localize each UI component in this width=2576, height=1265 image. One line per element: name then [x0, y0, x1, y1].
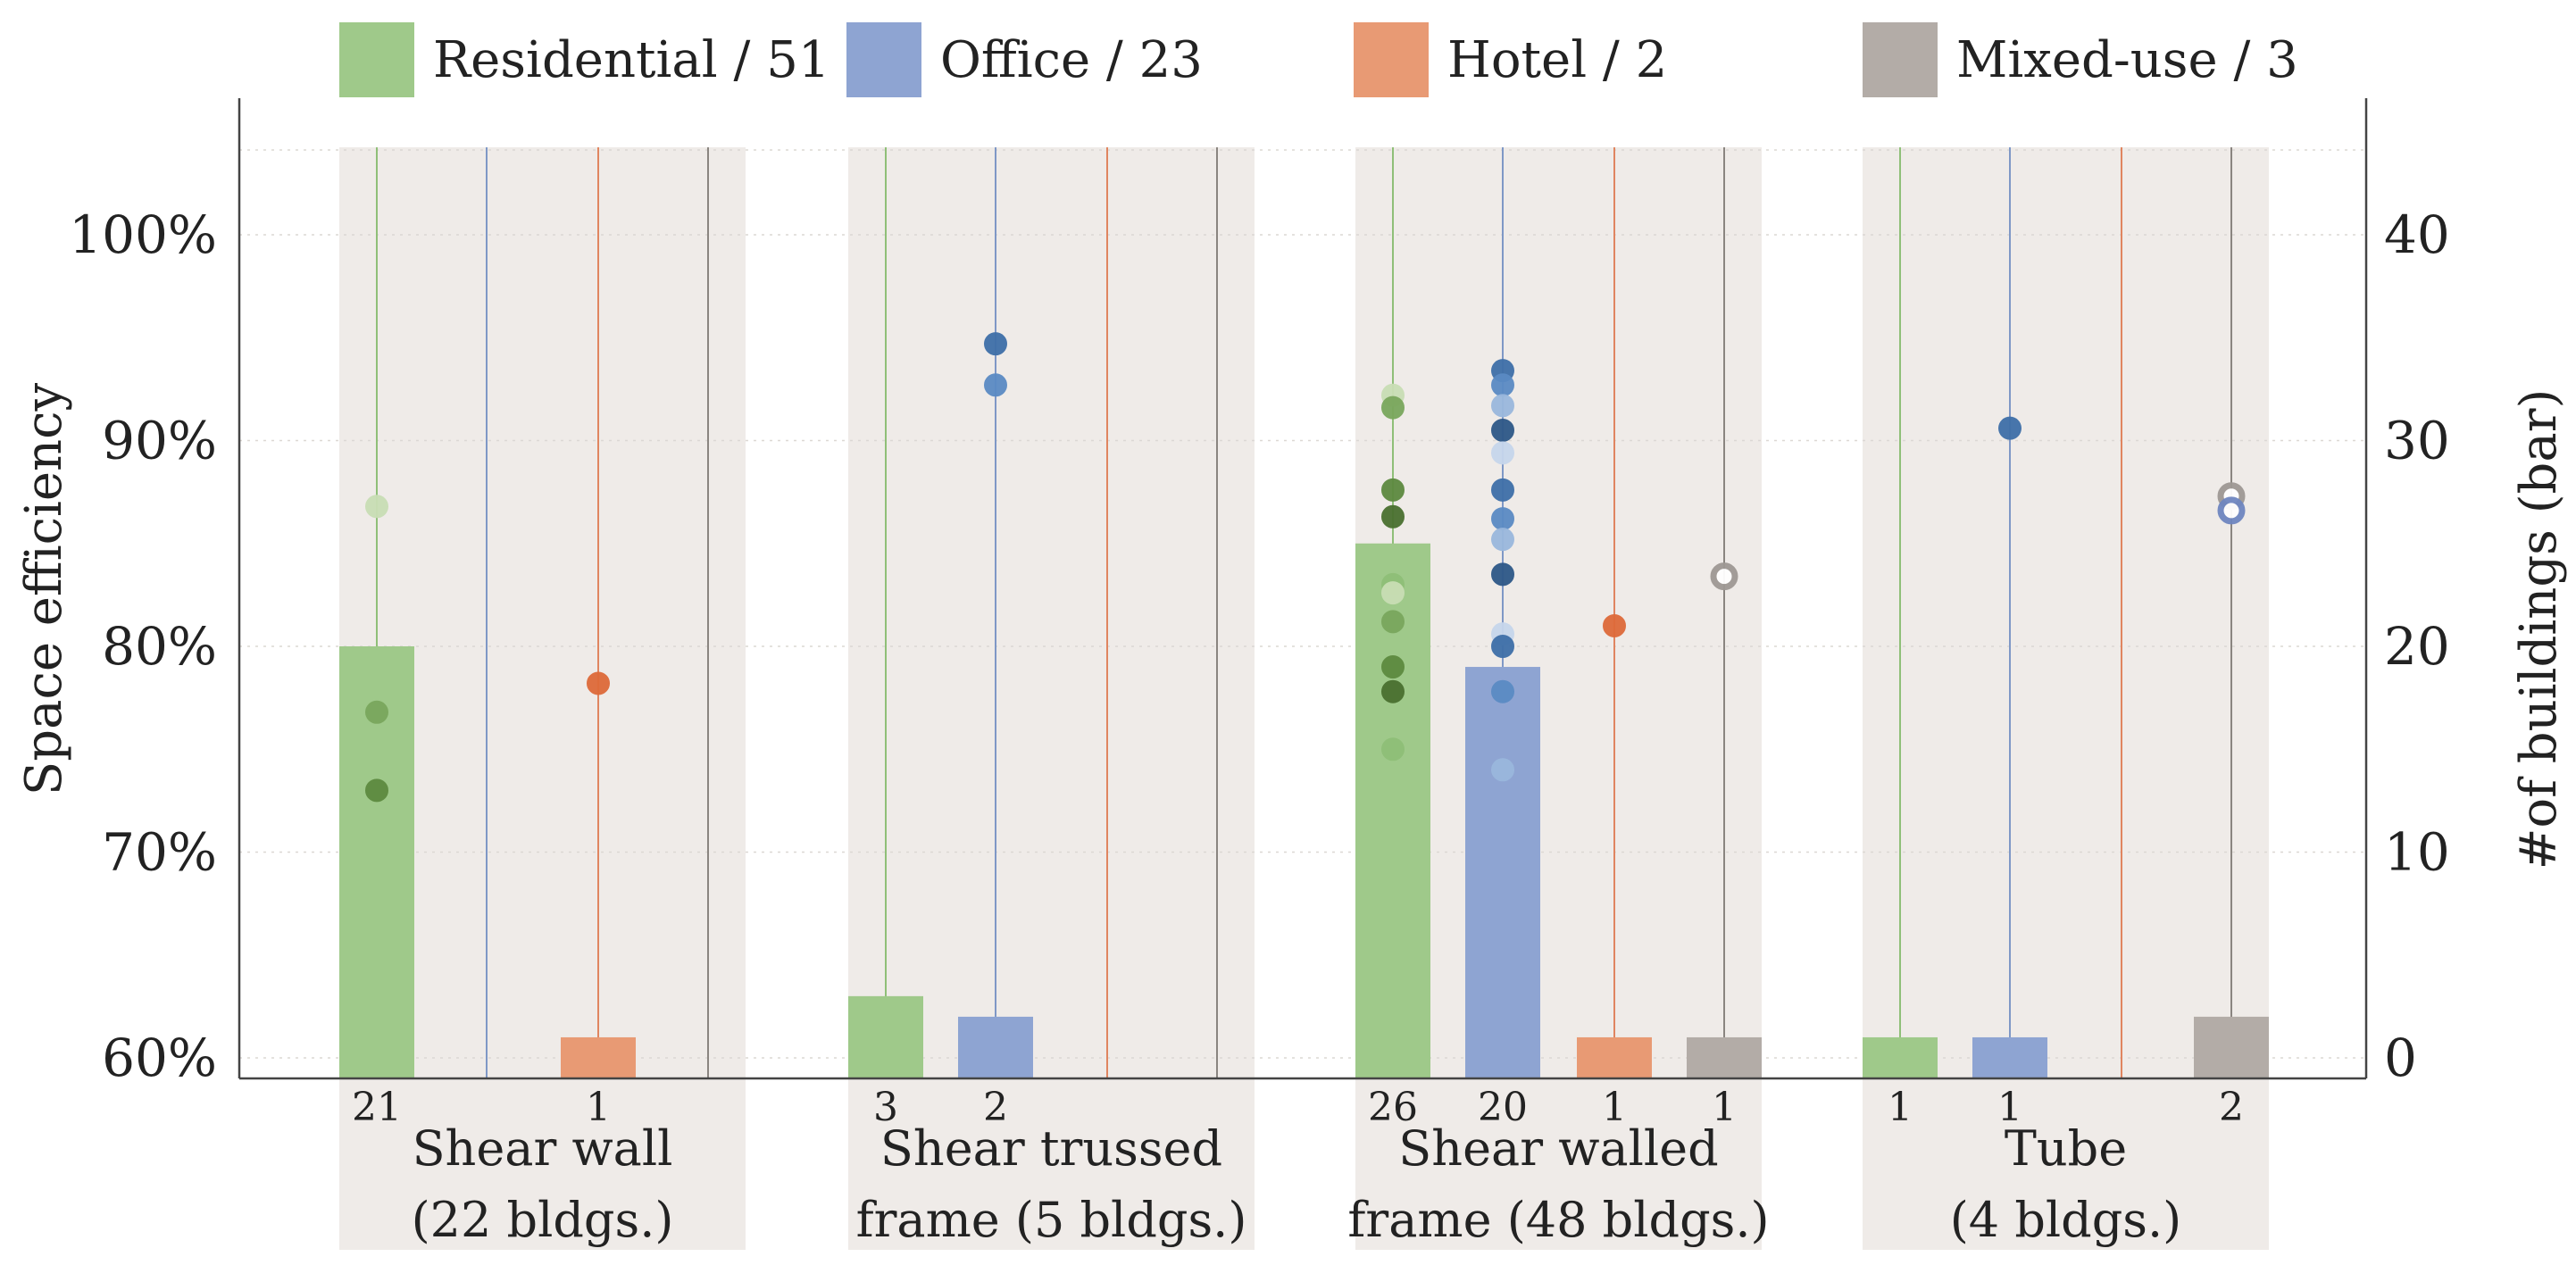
y-right-title: #of buildings (bar)	[2510, 389, 2568, 870]
point-0-hotel-0	[587, 671, 610, 695]
point-2-residential-8	[1381, 679, 1405, 703]
point-2-hotel-0	[1603, 613, 1626, 637]
count-label-0-hotel: 1	[586, 1085, 611, 1130]
bar-3-office	[1972, 1036, 2047, 1078]
bar-2-hotel	[1577, 1036, 1652, 1078]
point-1-office-1	[984, 373, 1007, 397]
point-2-office-1	[1491, 373, 1514, 397]
group-panel-3	[1863, 147, 2269, 1250]
group-label-line1-1: Shear trussed	[880, 1120, 1222, 1177]
count-label-2-office: 20	[1478, 1085, 1528, 1130]
legend-label-hotel: Hotel / 2	[1447, 31, 1667, 89]
bar-3-residential	[1863, 1036, 1938, 1078]
count-label-1-residential: 3	[873, 1085, 898, 1130]
point-2-residential-2	[1381, 478, 1405, 502]
y-right-tick-label: 30	[2384, 411, 2450, 471]
count-label-3-mixed: 2	[2219, 1085, 2244, 1130]
legend-label-office: Office / 23	[940, 31, 1203, 89]
group-label-line1-3: Tube	[2005, 1120, 2127, 1177]
y-right-tick-label: 20	[2384, 616, 2450, 677]
point-2-office-7	[1491, 528, 1514, 552]
legend-swatch-mixed	[1863, 22, 1938, 97]
point-0-residential-1	[365, 700, 388, 724]
group-label-line1-0: Shear wall	[413, 1120, 673, 1177]
y-right-tick-label: 10	[2384, 822, 2450, 883]
point-2-mixed-0	[1710, 562, 1738, 591]
point-2-office-8	[1491, 562, 1514, 587]
y-left-title: Space efficiency	[15, 383, 73, 796]
count-label-2-residential: 26	[1368, 1085, 1418, 1130]
point-2-office-12	[1491, 758, 1514, 782]
y-right-tick-label: 40	[2384, 204, 2450, 265]
bar-1-office	[958, 1016, 1033, 1078]
point-2-office-10	[1491, 635, 1514, 658]
group-label-line2-0: (22 bldgs.)	[412, 1192, 674, 1248]
bar-0-hotel	[561, 1036, 636, 1078]
group-label-line1-2: Shear walled	[1398, 1120, 1718, 1177]
point-2-residential-6	[1381, 610, 1405, 634]
bar-2-mixed	[1687, 1036, 1762, 1078]
legend-swatch-residential	[339, 22, 414, 97]
point-2-residential-5	[1381, 581, 1405, 605]
y-left-tick-label: 90%	[102, 411, 217, 471]
count-label-2-hotel: 1	[1602, 1085, 1627, 1130]
legend-label-mixed: Mixed-use / 3	[1956, 31, 2298, 89]
count-label-2-mixed: 1	[1712, 1085, 1737, 1130]
count-label-3-office: 1	[1997, 1085, 2022, 1130]
group-label-line2-1: frame (5 bldgs.)	[856, 1192, 1247, 1248]
point-2-office-4	[1491, 441, 1514, 465]
point-2-residential-1	[1381, 395, 1405, 420]
legend-label-residential: Residential / 51	[433, 31, 829, 89]
group-panel-1	[848, 147, 1255, 1250]
point-1-office-0	[984, 332, 1007, 356]
y-right-tick-label: 0	[2384, 1028, 2417, 1088]
point-3-office-0	[1998, 416, 2022, 440]
point-2-office-5	[1491, 478, 1514, 502]
point-0-residential-0	[365, 495, 388, 519]
point-0-residential-2	[365, 778, 388, 803]
point-3-mixed-1	[2217, 496, 2246, 525]
point-2-office-6	[1491, 507, 1514, 531]
group-label-line2-3: (4 bldgs.)	[1950, 1192, 2182, 1248]
group-label-line2-2: frame (48 bldgs.)	[1347, 1192, 1769, 1248]
count-label-1-office: 2	[983, 1085, 1008, 1130]
y-left-tick-label: 100%	[69, 204, 217, 265]
point-2-residential-9	[1381, 737, 1405, 761]
legend-swatch-office	[846, 22, 921, 97]
point-2-office-2	[1491, 394, 1514, 418]
legend-swatch-hotel	[1354, 22, 1429, 97]
y-left-tick-label: 80%	[102, 616, 217, 677]
point-2-office-11	[1491, 679, 1514, 703]
bar-1-residential	[848, 995, 923, 1078]
bar-2-office	[1465, 667, 1540, 1078]
y-left-tick-label: 60%	[102, 1028, 217, 1088]
point-2-residential-7	[1381, 655, 1405, 679]
count-label-0-residential: 21	[352, 1085, 402, 1130]
bar-3-mixed	[2194, 1016, 2269, 1078]
point-2-office-3	[1491, 418, 1514, 442]
point-2-residential-3	[1381, 504, 1405, 528]
count-label-3-residential: 1	[1888, 1085, 1913, 1130]
y-left-tick-label: 70%	[102, 822, 217, 883]
